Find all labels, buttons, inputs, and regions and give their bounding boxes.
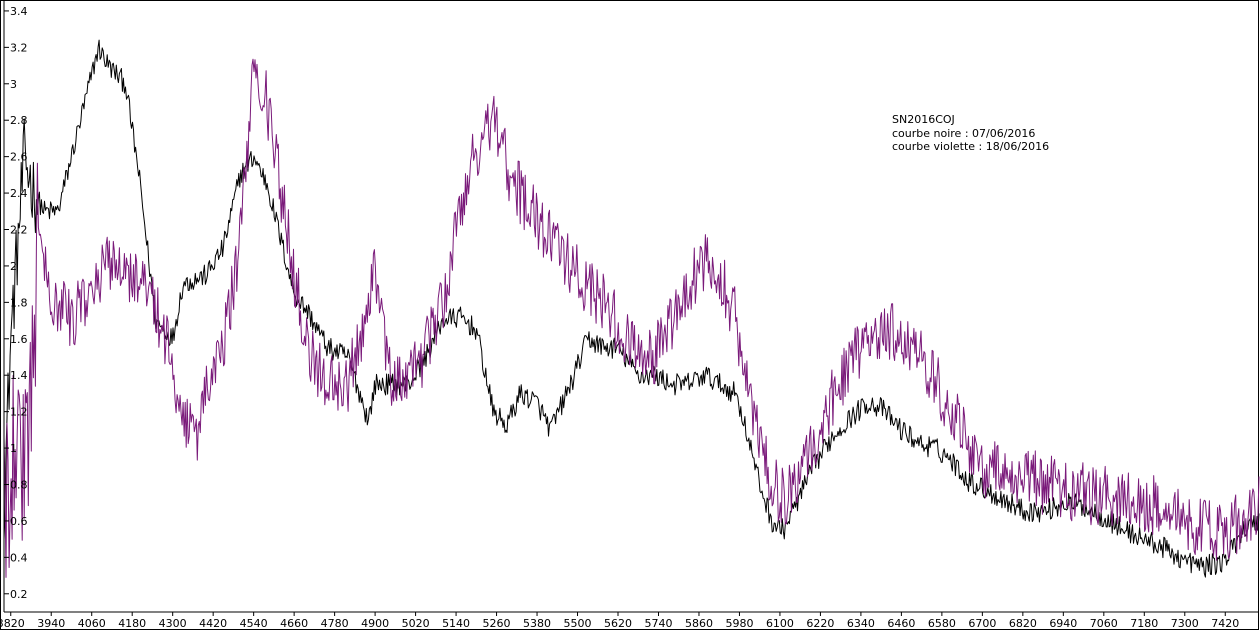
y-tick-label: 2.8 [10,114,28,127]
x-axis: 3820 3940 4060 4180 4300 4420 4540 4660 4780 4900… [0,612,1239,630]
x-tick-label: 5860 [685,617,713,630]
series-line-black [3,39,1260,578]
x-tick-label: 5620 [604,617,632,630]
y-tick-label: 3.2 [10,41,28,54]
x-tick-label: 5140 [442,617,470,630]
x-tick-label: 6700 [968,617,996,630]
series-line-violet [3,58,1260,578]
x-tick-label: 5980 [725,617,753,630]
plot-lines [3,39,1260,578]
legend-entry-violet: courbe violette : 18/06/2016 [892,140,1049,153]
x-tick-label: 4420 [199,617,227,630]
x-tick-label: 3940 [37,617,65,630]
x-tick-label: 4780 [321,617,349,630]
x-tick-label: 4180 [118,617,146,630]
legend-title: SN2016COJ [892,113,955,126]
x-tick-label: 3820 [0,617,25,630]
y-tick-label: 1.6 [10,333,28,346]
y-tick-label: 0.4 [10,551,28,564]
x-tick-label: 5260 [483,617,511,630]
x-tick-label: 5500 [564,617,592,630]
x-tick-label: 6340 [847,617,875,630]
x-tick-label: 6460 [887,617,915,630]
x-tick-label: 7180 [1130,617,1158,630]
legend-entry-black: courbe noire : 07/06/2016 [892,127,1035,140]
x-tick-label: 6820 [1009,617,1037,630]
x-tick-label: 4300 [159,617,187,630]
y-tick-label: 2 [10,260,17,273]
y-tick-label: 0.8 [10,479,28,492]
y-tick-label: 0.6 [10,515,28,528]
x-tick-label: 7420 [1211,617,1239,630]
y-tick-label: 1.4 [10,369,28,382]
x-tick-label: 4060 [78,617,106,630]
y-tick-label: 3 [10,78,17,91]
y-tick-label: 3.4 [10,5,28,18]
x-tick-label: 5380 [523,617,551,630]
y-axis: 0.2 0.4 0.6 0.8 1 1.2 1.4 1.6 1.8 2 2.2 2.4 2.6 2.8 3 3… [4,5,28,601]
x-tick-label: 4660 [280,617,308,630]
x-tick-label: 7060 [1090,617,1118,630]
y-tick-label: 1.8 [10,296,28,309]
y-tick-label: 2.4 [10,187,28,200]
x-tick-label: 6100 [766,617,794,630]
y-tick-label: 2.6 [10,151,28,164]
x-tick-label: 6940 [1049,617,1077,630]
x-tick-label: 5020 [402,617,430,630]
y-tick-label: 1 [10,442,17,455]
x-tick-label: 6580 [928,617,956,630]
x-tick-label: 4900 [361,617,389,630]
x-tick-label: 4540 [240,617,268,630]
x-tick-label: 7300 [1171,617,1199,630]
y-tick-label: 0.2 [10,588,28,601]
y-tick-label: 1.2 [10,406,28,419]
legend: SN2016COJ courbe noire : 07/06/2016 cour… [892,113,1049,153]
x-tick-label: 5740 [644,617,672,630]
y-tick-label: 2.2 [10,224,28,237]
x-tick-label: 6220 [806,617,834,630]
